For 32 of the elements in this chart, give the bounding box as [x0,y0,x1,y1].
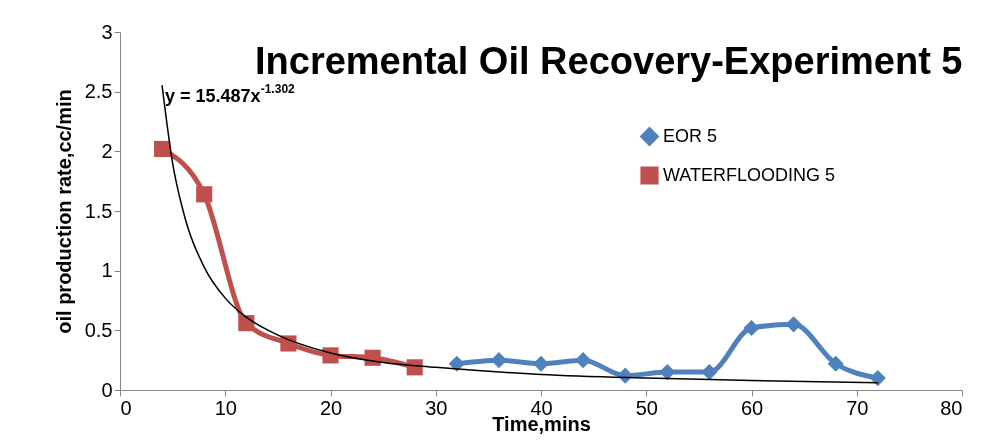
y-tick-label: 2 [101,139,113,162]
point [196,186,213,203]
point [743,319,760,337]
y-tick-label: 0.5 [84,318,113,341]
y-tick-label: 1 [101,259,113,282]
x-tick-label: 50 [635,396,658,419]
legend-label: WATERFLOODING 5 [663,164,836,185]
point [869,370,886,387]
x-tick-label: 70 [846,396,869,419]
y-axis-title: oil production rate,cc/min [52,89,75,334]
x-tick-label: 10 [214,396,237,419]
point [322,347,339,364]
x-tick-label: 20 [319,396,343,419]
x-tick-label: 30 [425,396,448,419]
y-tick-label: 0 [101,378,113,401]
point [701,364,718,381]
point [154,140,171,158]
point [575,352,592,369]
legend-label: EOR 5 [663,125,718,146]
x-tick-label: 80 [940,396,963,419]
point [448,355,465,372]
x-tick-label: 40 [530,396,553,419]
point [827,355,844,372]
point [280,335,297,352]
y-tick-label: 1.5 [84,199,113,222]
x-tick-label: 60 [740,396,764,419]
y-tick-label: 2.5 [84,80,113,103]
x-tick-label: 0 [120,396,132,419]
point [659,364,676,381]
chart-title: Incremental Oil Recovery-Experiment 5 [254,40,963,82]
y-tick-label: 3 [101,20,113,43]
point [238,315,255,332]
